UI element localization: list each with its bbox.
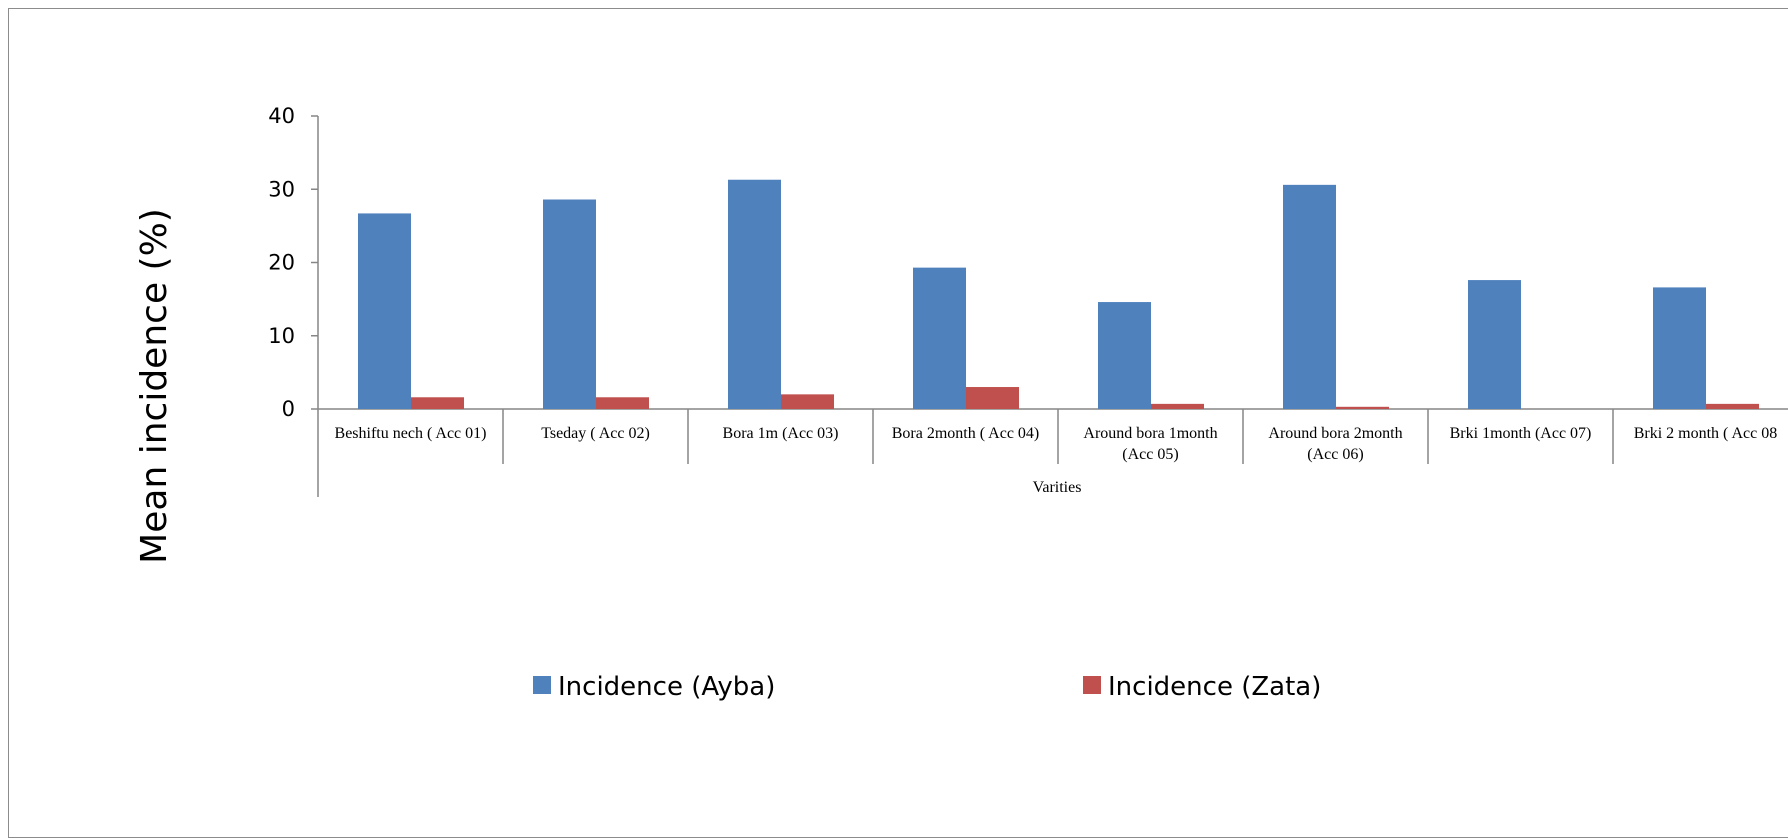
category-label-line: (Acc 06) <box>1307 446 1363 463</box>
category-label-line: (Acc 05) <box>1122 446 1178 463</box>
category-label: Beshiftu nech ( Acc 01) <box>335 425 487 442</box>
bar-zata <box>1336 406 1389 409</box>
bar-ayba <box>913 267 966 409</box>
category-label-line: Tseday ( Acc 02) <box>541 425 650 442</box>
bar-zata <box>966 387 1019 409</box>
legend-label: Incidence (Ayba) <box>558 672 775 702</box>
y-tick-label: 10 <box>268 324 295 348</box>
category-label: Tseday ( Acc 02) <box>541 425 650 442</box>
category-label: Bora 2month ( Acc 04) <box>892 425 1040 442</box>
bar-ayba <box>1653 287 1706 409</box>
y-tick-label: 30 <box>268 177 295 201</box>
category-label: Brki 2 month ( Acc 08 <box>1634 425 1778 442</box>
bar-ayba <box>728 179 781 409</box>
legend: Incidence (Ayba) Incidence (Zata) <box>533 672 1321 702</box>
plot-area: 0 10 20 30 40 Beshiftu nech ( Acc 01) Tseday (… <box>268 104 1788 497</box>
category-label-line: Around bora 2month <box>1268 425 1402 442</box>
y-tick-label: 40 <box>268 104 295 128</box>
y-tick-label: 0 <box>282 397 295 421</box>
bar-ayba <box>1468 280 1521 409</box>
category-label-line: Around bora 1month <box>1083 425 1217 442</box>
chart-area <box>8 8 1788 838</box>
legend-label: Incidence (Zata) <box>1108 672 1321 702</box>
category-label-line: Bora 2month ( Acc 04) <box>892 425 1040 442</box>
bar-ayba <box>543 199 596 409</box>
legend-swatch <box>533 676 551 694</box>
bar-zata <box>781 394 834 409</box>
bar-ayba <box>1098 302 1151 409</box>
category-label: Brki 1month (Acc 07) <box>1450 425 1592 442</box>
category-label-line: Brki 1month (Acc 07) <box>1450 425 1592 442</box>
x-axis-title: Varities <box>1033 479 1082 496</box>
category-label-line: Beshiftu nech ( Acc 01) <box>335 425 487 442</box>
bar-ayba <box>358 213 411 409</box>
bar-zata <box>411 397 464 409</box>
category-label: Bora 1m (Acc 03) <box>723 425 839 442</box>
y-axis-title: Mean incidence (%) <box>134 208 175 564</box>
category-label: Around bora 1month (Acc 05) <box>1083 425 1217 463</box>
bar-zata <box>1706 403 1759 409</box>
bar-zata <box>1151 403 1204 409</box>
category-label-line: Brki 2 month ( Acc 08 <box>1634 425 1778 442</box>
category-label: Around bora 2month (Acc 06) <box>1268 425 1402 463</box>
legend-swatch <box>1083 676 1101 694</box>
y-tick-label: 20 <box>268 251 295 275</box>
bar-zata <box>596 397 649 409</box>
bar-ayba <box>1283 184 1336 409</box>
category-label-line: Bora 1m (Acc 03) <box>723 425 839 442</box>
